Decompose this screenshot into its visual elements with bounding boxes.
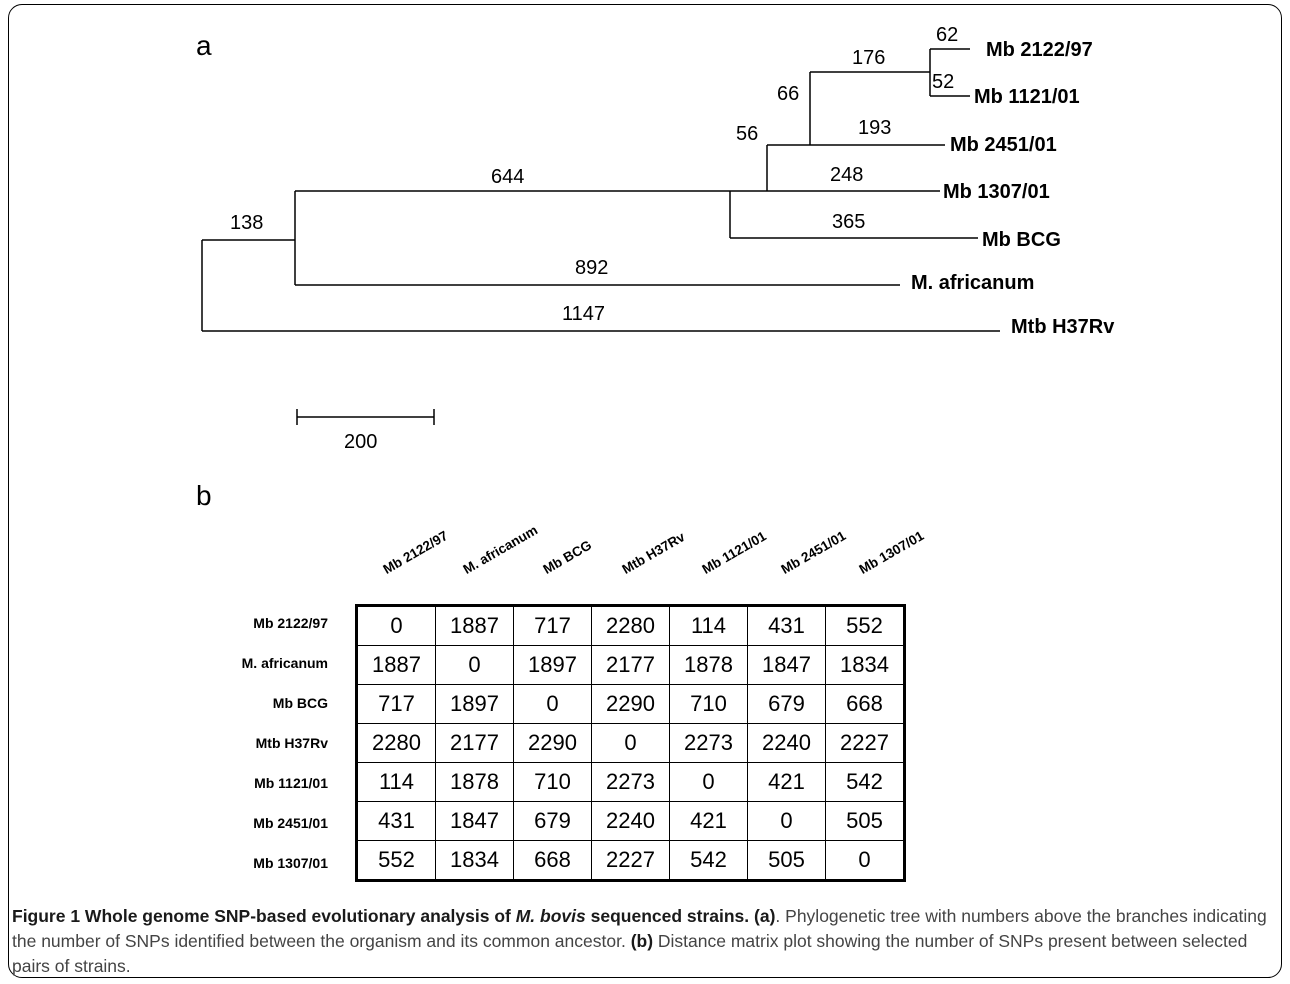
- branch-label: 644: [491, 166, 524, 188]
- panel-a-label: a: [196, 30, 212, 61]
- branch-label: 138: [230, 212, 263, 234]
- matrix-cell: 0: [747, 801, 826, 841]
- matrix-cell: 668: [513, 840, 592, 881]
- matrix-cell: 0: [435, 645, 514, 685]
- leaf-label: M. africanum: [911, 272, 1034, 294]
- matrix-cell: 1887: [356, 645, 436, 685]
- table-row: 114 1878 710 2273 0 421 542: [356, 762, 905, 802]
- branch-label: 193: [858, 117, 891, 139]
- matrix-cell: 421: [669, 801, 748, 841]
- scale-bar-label: 200: [344, 431, 377, 453]
- panel-b-label: b: [196, 480, 212, 511]
- distance-matrix: 0 1887 717 2280 114 431 552 1887 0 1897 …: [355, 604, 906, 882]
- caption-title-prefix: Figure 1 Whole genome SNP-based evolutio…: [12, 906, 516, 926]
- matrix-cell: 717: [356, 684, 436, 724]
- branch-label: 62: [936, 24, 958, 46]
- matrix-cell: 1897: [435, 684, 514, 724]
- matrix-cell: 552: [825, 605, 905, 646]
- branch-label: 1147: [562, 303, 605, 325]
- branch-label: 365: [832, 211, 865, 233]
- matrix-cell: 2177: [591, 645, 670, 685]
- caption-part-b-text: Distance matrix plot showing the number …: [12, 931, 1248, 976]
- matrix-cell: 0: [669, 762, 748, 802]
- leaf-label: Mtb H37Rv: [1011, 316, 1115, 338]
- matrix-cell: 505: [825, 801, 905, 841]
- table-row: 2280 2177 2290 0 2273 2240 2227: [356, 723, 905, 763]
- branch-label: 248: [830, 164, 863, 186]
- branch-label: 176: [852, 47, 885, 69]
- caption-part-a-text: . Phylogenetic tree with numbers above t…: [12, 906, 1267, 951]
- table-row: 1887 0 1897 2177 1878 1847 1834: [356, 645, 905, 685]
- figure-caption: Figure 1 Whole genome SNP-based evolutio…: [12, 904, 1274, 979]
- matrix-cell: 717: [513, 605, 592, 646]
- row-header: Mb 1307/01: [253, 855, 328, 871]
- matrix-cell: 421: [747, 762, 826, 802]
- leaf-label: Mb BCG: [982, 229, 1061, 251]
- row-header: Mb 2451/01: [253, 815, 328, 831]
- caption-title-species: M. bovis: [515, 906, 586, 926]
- caption-part-b-label: (b): [630, 931, 654, 951]
- matrix-cell: 431: [747, 605, 826, 646]
- matrix-cell: 2290: [591, 684, 670, 724]
- matrix-cell: 679: [513, 801, 592, 841]
- matrix-cell: 1847: [747, 645, 826, 685]
- matrix-cell: 2273: [591, 762, 670, 802]
- leaf-label: Mb 1121/01: [974, 86, 1080, 108]
- leaf-label: Mb 2451/01: [950, 134, 1057, 156]
- matrix-cell: 542: [825, 762, 905, 802]
- matrix-cell: 1847: [435, 801, 514, 841]
- matrix-cell: 505: [747, 840, 826, 881]
- matrix-cell: 668: [825, 684, 905, 724]
- matrix-cell: 552: [356, 840, 436, 881]
- matrix-cell: 431: [356, 801, 436, 841]
- matrix-cell: 2290: [513, 723, 592, 763]
- phylogenetic-tree: 62 52 176 66 193 56 248 365 644 892 138 …: [201, 24, 1115, 453]
- row-header: Mtb H37Rv: [255, 735, 328, 751]
- matrix-cell: 2273: [669, 723, 748, 763]
- branch-label: 56: [736, 123, 758, 145]
- matrix-cell: 542: [669, 840, 748, 881]
- row-header: Mb 2122/97: [253, 615, 328, 631]
- leaf-label: Mb 2122/97: [986, 39, 1093, 61]
- matrix-cell: 1887: [435, 605, 514, 646]
- leaf-label: Mb 1307/01: [943, 181, 1050, 203]
- row-headers: Mb 2122/97 M. africanum Mb BCG Mtb H37Rv…: [150, 606, 328, 886]
- row-header: M. africanum: [241, 655, 328, 671]
- matrix-cell: 710: [513, 762, 592, 802]
- table-row: 0 1887 717 2280 114 431 552: [356, 605, 905, 646]
- matrix-cell: 0: [513, 684, 592, 724]
- matrix-cell: 1878: [669, 645, 748, 685]
- branch-label: 52: [932, 71, 954, 93]
- matrix-cell: 0: [591, 723, 670, 763]
- matrix-cell: 0: [825, 840, 905, 881]
- table-row: 431 1847 679 2240 421 0 505: [356, 801, 905, 841]
- matrix-cell: 1897: [513, 645, 592, 685]
- caption-title-suffix: sequenced strains.: [585, 906, 750, 926]
- matrix-cell: 710: [669, 684, 748, 724]
- matrix-cell: 2280: [356, 723, 436, 763]
- row-header: Mb BCG: [272, 695, 328, 711]
- figure-frame: [8, 4, 1282, 978]
- matrix-cell: 114: [669, 605, 748, 646]
- matrix-cell: 114: [356, 762, 436, 802]
- row-header: Mb 1121/01: [254, 775, 328, 791]
- caption-title: Figure 1 Whole genome SNP-based evolutio…: [12, 906, 749, 926]
- matrix-cell: 2227: [825, 723, 905, 763]
- matrix-cell: 1878: [435, 762, 514, 802]
- matrix-cell: 2227: [591, 840, 670, 881]
- matrix-cell: 0: [356, 605, 436, 646]
- matrix-cell: 2177: [435, 723, 514, 763]
- matrix-cell: 1834: [825, 645, 905, 685]
- matrix-cell: 2240: [747, 723, 826, 763]
- matrix-cell: 2280: [591, 605, 670, 646]
- table-row: 552 1834 668 2227 542 505 0: [356, 840, 905, 881]
- branch-label: 66: [777, 83, 799, 105]
- table-row: 717 1897 0 2290 710 679 668: [356, 684, 905, 724]
- matrix-cell: 679: [747, 684, 826, 724]
- matrix-cell: 1834: [435, 840, 514, 881]
- branch-label: 892: [575, 257, 608, 279]
- caption-part-a-label: (a): [754, 906, 776, 926]
- matrix-cell: 2240: [591, 801, 670, 841]
